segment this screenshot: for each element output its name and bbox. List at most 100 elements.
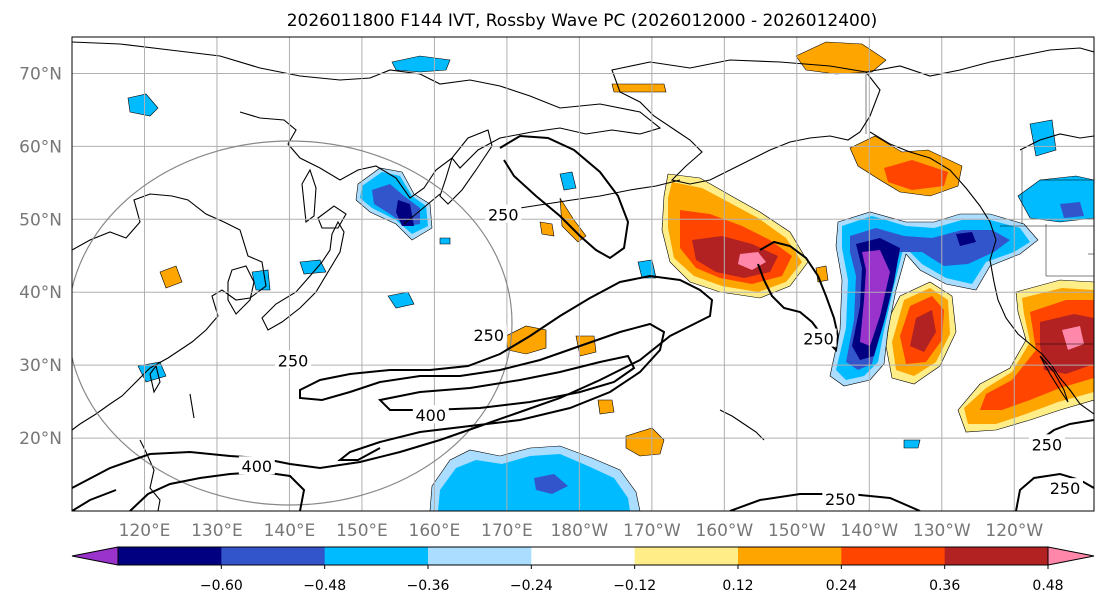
anomaly-shading [127,41,1094,511]
contour-400-sw [129,470,306,511]
coastline-bc [869,131,997,283]
x-tick-label: 180°W [550,521,608,541]
x-tick-label: 170°W [623,521,681,541]
coastline-siberia [72,41,662,199]
positive-anomaly-nw-pacific-darkred [692,236,778,278]
contour-label: 400 [416,406,447,425]
colorbar-segment [634,547,739,565]
contour-label: 250 [1050,479,1081,498]
colorbar-segment [531,547,636,565]
contour-label: 250 [825,490,856,509]
contour-250-bering [499,134,630,260]
contour-label-bg [238,456,275,475]
colorbar-segment [118,547,222,565]
negative-anomaly-ne-navy-east [956,232,976,246]
y-tick-label: 60°N [19,137,62,157]
map-area: 250 250 250 250 250 250 250 400 400 [72,37,1094,511]
coastline-hudson [1019,133,1094,151]
colorbar-tick-label: −0.36 [407,578,450,594]
contour-label-bg [822,489,859,508]
coastline-kamchatka [439,129,493,205]
contour-label-bg [1028,434,1065,453]
contour-label-bg [412,405,449,424]
contour-label: 400 [242,457,273,476]
coastline-sakhalin [301,168,317,224]
negative-patch-canada-blue [1060,202,1084,218]
coastline-korea [227,265,255,315]
y-tick-label: 20°N [19,429,62,449]
y-tick-label: 30°N [19,356,62,376]
coastline-japan [261,220,345,331]
contour-label: 250 [488,206,519,225]
positive-patch-6 [539,221,555,237]
coastline-us-west [993,281,1094,415]
x-axis-ticks: 120°E 130°E 140°E 150°E 160°E 170°E 180°W 170°W… [119,521,1044,541]
negative-patch-hawaii-east [903,439,921,449]
coastline-baja [1039,355,1069,403]
x-tick-label: 120°W [985,521,1043,541]
coastline-hawaii [719,409,765,441]
negative-anomaly-subtropical-cyan [438,454,630,511]
contour-label: 250 [473,326,504,345]
colorbar-segment [324,547,429,565]
coastline-canada-arctic [865,47,1094,77]
gridlines [72,37,1094,511]
map-frame [71,36,1095,512]
coastline-marianas [189,393,195,419]
contour-label: 250 [1032,435,1063,454]
colorbar-extend-min [71,546,119,566]
contour-label-bg [1047,478,1084,497]
colorbar-segment [221,547,326,565]
negative-anomaly-subtropical-blue [534,474,568,494]
colorbar-extend-max [1047,546,1095,566]
x-tick-label: 160°W [695,521,753,541]
colorbar-tick-label: 0.36 [929,578,960,594]
x-tick-label: 150°W [768,521,826,541]
colorbar-segment [428,547,532,565]
x-tick-label: 160°E [409,521,461,541]
negative-patch-siberia [391,55,451,73]
negative-patch-bering [559,171,577,191]
colorbar-segment [944,547,1049,565]
colorbar-tick-label: −0.24 [510,578,553,594]
chart-title: 2026011800 F144 IVT, Rossby Wave PC (202… [287,11,878,31]
contour-250-gulf-alaska [757,240,840,353]
positive-patch-5 [597,399,615,415]
positive-anomaly-gulf-alaska-red [884,160,948,190]
contour-labels: 250 250 250 250 250 250 250 400 400 [238,204,1084,509]
negative-patch-hudson [1029,119,1057,157]
colorbar-tick-label: −0.60 [200,578,243,594]
contour-label-bg [470,324,507,343]
y-tick-label: 40°N [19,283,62,303]
y-tick-label: 70°N [19,64,62,84]
coastline-hokkaido [317,205,347,229]
negative-patch-nw [127,93,159,117]
colorbar-tick-label: 0.24 [826,578,857,594]
colorbar: −0.60 −0.48 −0.36 −0.24 −0.12 0.12 0.24 0.36 0.4… [71,546,1095,594]
colorbar-tick-label: −0.48 [303,578,346,594]
contour-250-pacific-west [72,489,117,511]
positive-patch-3 [575,335,597,357]
colorbar-tick-label: 0.48 [1032,578,1063,594]
contour-label-bg [275,350,312,369]
x-tick-label: 130°E [191,521,243,541]
y-axis-ticks: 70°N 60°N 50°N 40°N 30°N 20°N [19,64,62,449]
x-tick-label: 140°E [264,521,316,541]
positive-patch-4 [159,265,183,289]
colorbar-segment [738,547,842,565]
x-tick-label: 120°E [119,521,171,541]
positive-anomaly-arctic-small [611,83,667,93]
y-tick-label: 50°N [19,210,62,230]
x-tick-label: 130°W [913,521,971,541]
colorbar-tick-label: 0.12 [722,578,753,594]
negative-patch-pacific-1 [387,291,415,309]
great-circle-outline [72,140,513,506]
negative-patch-kamchatka [439,237,451,245]
positive-anomaly-ne-pacific-band-darkred [910,310,936,352]
contour-label-bg [485,204,522,223]
x-tick-label: 150°E [336,521,388,541]
negative-patch-japan [299,259,327,275]
contour-label-bg [800,328,837,347]
coastline-philippines [139,439,161,511]
